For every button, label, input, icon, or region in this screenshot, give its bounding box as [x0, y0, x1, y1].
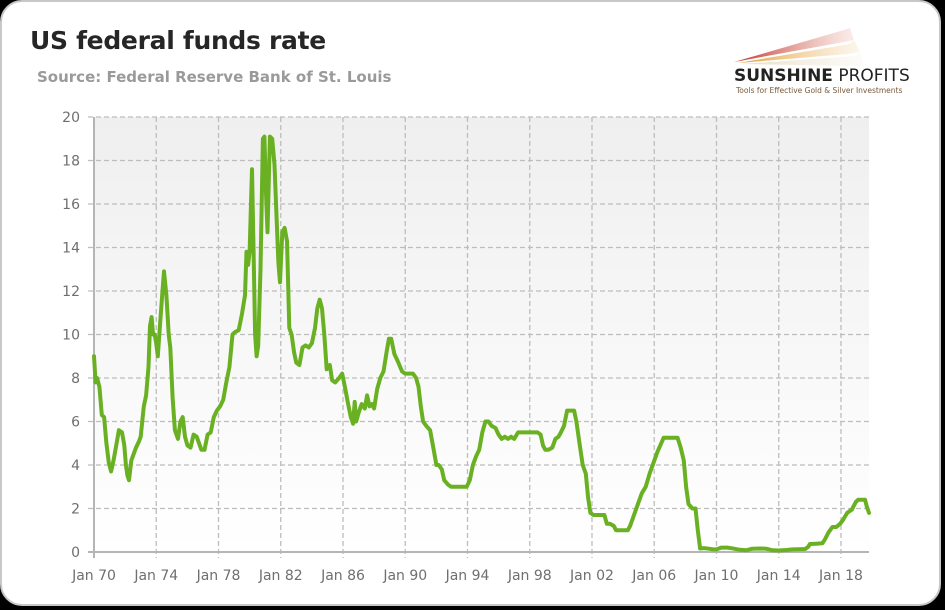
x-tick-label: Jan 10: [694, 568, 739, 584]
chart-title: US federal funds rate: [30, 26, 326, 55]
chart-subtitle: Source: Federal Reserve Bank of St. Loui…: [37, 68, 392, 86]
x-tick-label: Jan 70: [71, 568, 116, 584]
y-tick-label: 6: [71, 415, 80, 431]
logo-wordmark: SUNSHINE PROFITS: [734, 66, 910, 86]
y-tick-label: 2: [71, 502, 80, 518]
y-tick-label: 16: [62, 197, 80, 213]
fed-funds-rate-line: [92, 134, 871, 553]
y-axis-ticks: 0 2 4 6 8 10 12 14 16 18 20: [62, 110, 80, 561]
axes: [88, 117, 869, 558]
x-tick-label: Jan 18: [818, 568, 863, 584]
logo-rays-icon: [734, 28, 864, 66]
y-tick-label: 14: [62, 241, 80, 257]
y-tick-label: 20: [62, 110, 80, 126]
gridlines: [88, 116, 869, 558]
y-tick-label: 4: [71, 458, 80, 474]
x-tick-label: Jan 82: [258, 568, 303, 584]
x-tick-label: Jan 06: [631, 568, 676, 584]
x-tick-label: Jan 14: [756, 568, 801, 584]
y-tick-label: 0: [71, 545, 80, 561]
sunshine-profits-logo: SUNSHINE PROFITS Tools for Effective Gol…: [732, 22, 912, 102]
x-tick-label: Jan 86: [320, 568, 365, 584]
x-tick-label: Jan 98: [507, 568, 552, 584]
x-tick-label: Jan 74: [133, 568, 178, 584]
y-tick-label: 8: [71, 371, 80, 387]
x-tick-label: Jan 02: [569, 568, 614, 584]
logo-tagline: Tools for Effective Gold & Silver Invest…: [736, 86, 903, 95]
x-tick-label: Jan 78: [196, 568, 241, 584]
x-tick-label: Jan 90: [382, 568, 427, 584]
y-tick-label: 10: [62, 328, 80, 344]
x-tick-label: Jan 94: [445, 568, 490, 584]
y-tick-label: 12: [62, 284, 80, 300]
y-tick-label: 18: [62, 154, 80, 170]
x-axis-ticks: Jan 70 Jan 74 Jan 78 Jan 82 Jan 86 Jan 90 Jan …: [71, 568, 863, 584]
